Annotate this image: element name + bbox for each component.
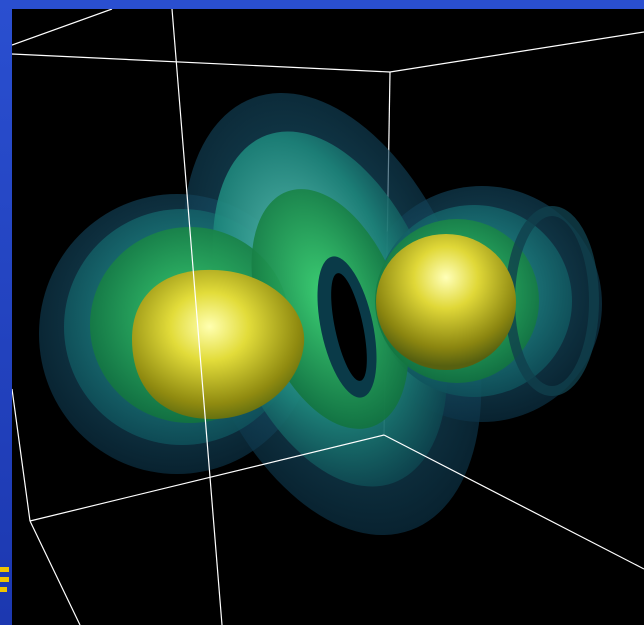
frame-marker — [0, 567, 9, 597]
yellow-core-left — [132, 269, 305, 419]
wireframe-front — [12, 9, 644, 625]
torus-hole — [317, 256, 377, 398]
yellow-core-right — [376, 234, 516, 370]
isosurface-render — [12, 9, 644, 625]
render-viewport[interactable] — [12, 9, 644, 625]
